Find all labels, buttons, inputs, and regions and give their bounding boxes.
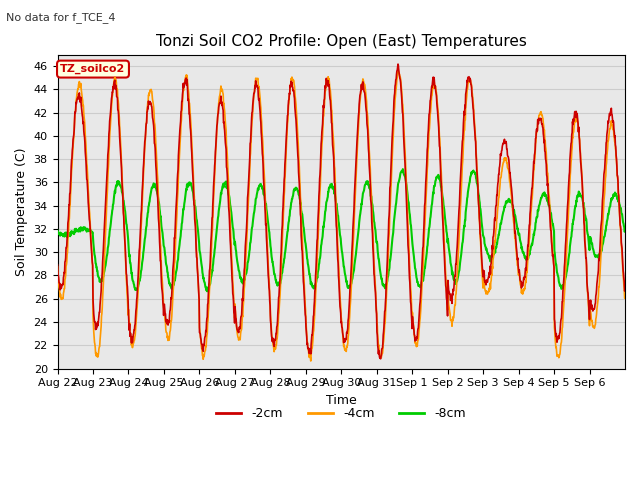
-4cm (614, 191, 622, 196)
-8cm (621, 228, 629, 234)
-4cm (394, 67, 402, 72)
-2cm (476, 220, 484, 226)
Line: -2cm: -2cm (58, 64, 625, 359)
-2cm (559, 289, 567, 295)
-8cm (399, 166, 406, 172)
-4cm (307, 358, 315, 364)
-2cm (614, 191, 622, 196)
-8cm (559, 283, 567, 288)
-2cm (326, 97, 334, 103)
-2cm (394, 61, 402, 67)
Line: -4cm: -4cm (58, 70, 625, 361)
-8cm (54, 228, 61, 233)
-4cm (327, 93, 335, 99)
Title: Tonzi Soil CO2 Profile: Open (East) Temperatures: Tonzi Soil CO2 Profile: Open (East) Temp… (156, 34, 527, 49)
-4cm (54, 264, 61, 270)
-2cm (143, 120, 150, 126)
-8cm (476, 200, 484, 205)
-8cm (327, 182, 335, 188)
-2cm (316, 176, 323, 181)
Legend: -2cm, -4cm, -8cm: -2cm, -4cm, -8cm (211, 402, 471, 425)
-2cm (54, 262, 61, 268)
Text: TZ_soilco2: TZ_soilco2 (60, 64, 125, 74)
-8cm (614, 199, 622, 204)
X-axis label: Time: Time (326, 394, 356, 407)
Line: -8cm: -8cm (58, 169, 625, 291)
-8cm (143, 224, 150, 230)
-4cm (316, 189, 324, 194)
Y-axis label: Soil Temperature (C): Soil Temperature (C) (15, 147, 28, 276)
-8cm (316, 255, 324, 261)
Text: No data for f_TCE_4: No data for f_TCE_4 (6, 12, 116, 23)
-4cm (476, 222, 484, 228)
-2cm (621, 286, 629, 292)
-4cm (559, 316, 567, 322)
-8cm (204, 288, 211, 294)
-4cm (143, 120, 150, 126)
-2cm (377, 356, 385, 361)
-4cm (621, 296, 629, 301)
